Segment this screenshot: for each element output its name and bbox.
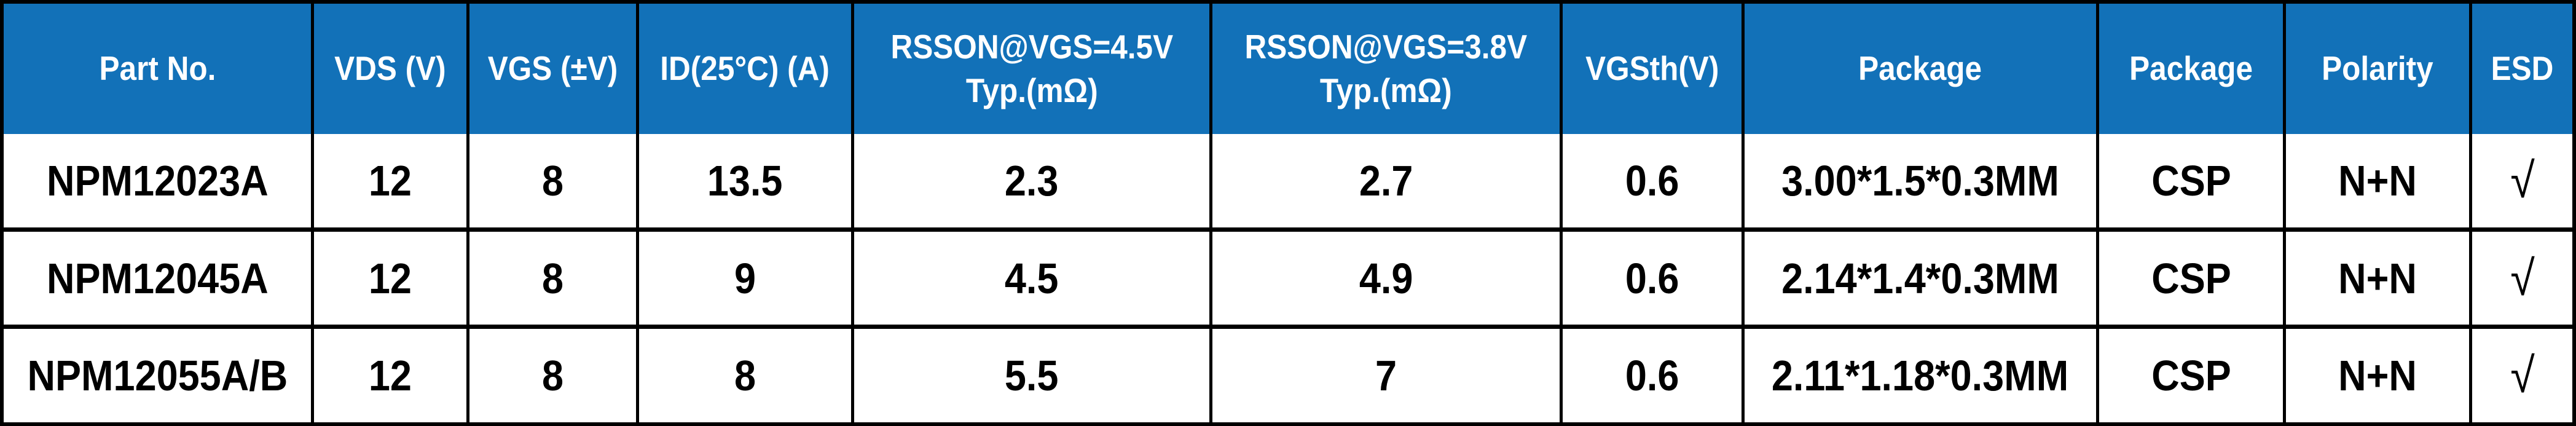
cell-value: 0.6 — [1625, 352, 1679, 400]
cell-rsson-4v5: 2.3 — [854, 134, 1212, 227]
header-label: Package — [2129, 49, 2253, 88]
header-label: RSSON@VGS=3.8V Typ.(mΩ) — [1244, 27, 1528, 110]
cell-value: N+N — [2338, 156, 2417, 205]
cell-rsson-4v5: 5.5 — [854, 329, 1212, 423]
header-label: ESD — [2491, 49, 2554, 88]
header-cell-esd: ESD — [2472, 4, 2572, 134]
cell-part-no: NPM12055A/B — [4, 329, 314, 423]
cell-part-no: NPM12045A — [4, 231, 314, 325]
cell-polarity: N+N — [2286, 329, 2472, 423]
cell-id: 9 — [639, 231, 854, 325]
table-row: NPM12045A 12 8 9 4.5 4.9 0.6 2.14*1.4*0.… — [4, 227, 2572, 325]
cell-value: 12 — [368, 254, 412, 302]
header-label: Polarity — [2322, 49, 2433, 88]
cell-value: N+N — [2338, 254, 2417, 302]
header-cell-id: ID(25°C) (A) — [639, 4, 854, 134]
cell-value: √ — [2510, 348, 2535, 403]
header-label: Package — [1858, 49, 1982, 88]
cell-package-size: 3.00*1.5*0.3MM — [1745, 134, 2099, 227]
header-cell-part-no: Part No. — [4, 4, 314, 134]
cell-value: √ — [2510, 152, 2535, 208]
cell-value: 8 — [541, 352, 564, 400]
cell-vds: 12 — [314, 231, 469, 325]
cell-value: 8 — [541, 156, 564, 205]
header-cell-rsson-3v8: RSSON@VGS=3.8V Typ.(mΩ) — [1212, 4, 1563, 134]
cell-rsson-4v5: 4.5 — [854, 231, 1212, 325]
cell-vgs: 8 — [469, 231, 639, 325]
cell-value: 0.6 — [1625, 156, 1679, 205]
cell-value: CSP — [2151, 156, 2231, 205]
cell-value: 3.00*1.5*0.3MM — [1781, 156, 2059, 205]
cell-value: 0.6 — [1625, 254, 1679, 302]
header-label: ID(25°C) (A) — [660, 49, 830, 88]
cell-value: 2.3 — [1005, 156, 1059, 205]
cell-value: 8 — [734, 352, 756, 400]
cell-package-type: CSP — [2099, 329, 2286, 423]
header-label: Part No. — [99, 49, 216, 88]
cell-package-size: 2.11*1.18*0.3MM — [1745, 329, 2099, 423]
header-label: RSSON@VGS=4.5V Typ.(mΩ) — [890, 27, 1173, 110]
header-cell-package-type: Package — [2099, 4, 2286, 134]
cell-value: 4.5 — [1005, 254, 1059, 302]
cell-rsson-3v8: 4.9 — [1212, 231, 1563, 325]
cell-value: 7 — [1375, 352, 1397, 400]
table-header-row: Part No. VDS (V) VGS (±V) ID(25°C) (A) R… — [4, 4, 2572, 134]
cell-value: 12 — [368, 156, 412, 205]
cell-value: 2.7 — [1359, 156, 1413, 205]
cell-esd-checkmark: √ — [2472, 329, 2572, 422]
cell-vds: 12 — [314, 134, 469, 227]
cell-package-type: CSP — [2099, 231, 2286, 325]
header-cell-vds: VDS (V) — [314, 4, 469, 134]
cell-value: 2.14*1.4*0.3MM — [1781, 254, 2059, 302]
header-cell-polarity: Polarity — [2286, 4, 2472, 134]
cell-value: 8 — [541, 254, 564, 302]
cell-vgs: 8 — [469, 329, 639, 423]
cell-polarity: N+N — [2286, 134, 2472, 227]
cell-value: 13.5 — [707, 156, 783, 205]
cell-vds: 12 — [314, 329, 469, 423]
cell-rsson-3v8: 2.7 — [1212, 134, 1563, 227]
cell-value: NPM12055A/B — [27, 352, 288, 400]
header-label: VGSth(V) — [1585, 49, 1719, 88]
cell-value: CSP — [2151, 254, 2231, 302]
cell-esd-checkmark: √ — [2472, 134, 2572, 227]
cell-value: NPM12023A — [46, 156, 269, 205]
cell-vgsth: 0.6 — [1563, 134, 1745, 227]
cell-id: 13.5 — [639, 134, 854, 227]
header-label: VDS (V) — [334, 49, 446, 88]
cell-value: 2.11*1.18*0.3MM — [1772, 352, 2069, 400]
cell-value: 9 — [734, 254, 756, 302]
cell-value: CSP — [2151, 352, 2231, 400]
cell-value: 5.5 — [1005, 352, 1059, 400]
header-cell-vgsth: VGSth(V) — [1563, 4, 1745, 134]
cell-polarity: N+N — [2286, 231, 2472, 325]
header-label: VGS (±V) — [487, 49, 618, 88]
cell-value: 12 — [368, 352, 412, 400]
cell-value: √ — [2510, 250, 2535, 306]
header-cell-rsson-4v5: RSSON@VGS=4.5V Typ.(mΩ) — [854, 4, 1212, 134]
cell-package-type: CSP — [2099, 134, 2286, 227]
cell-rsson-3v8: 7 — [1212, 329, 1563, 423]
header-cell-vgs: VGS (±V) — [469, 4, 639, 134]
cell-vgsth: 0.6 — [1563, 329, 1745, 423]
cell-value: N+N — [2338, 352, 2417, 400]
cell-id: 8 — [639, 329, 854, 423]
cell-value: 4.9 — [1359, 254, 1413, 302]
cell-value: NPM12045A — [46, 254, 269, 302]
table-row: NPM12023A 12 8 13.5 2.3 2.7 0.6 3.00*1.5… — [4, 134, 2572, 227]
header-cell-package-size: Package — [1745, 4, 2099, 134]
cell-part-no: NPM12023A — [4, 134, 314, 227]
table-row: NPM12055A/B 12 8 8 5.5 7 0.6 2.11*1.18*0… — [4, 325, 2572, 423]
cell-vgsth: 0.6 — [1563, 231, 1745, 325]
cell-package-size: 2.14*1.4*0.3MM — [1745, 231, 2099, 325]
cell-esd-checkmark: √ — [2472, 232, 2572, 325]
cell-vgs: 8 — [469, 134, 639, 227]
